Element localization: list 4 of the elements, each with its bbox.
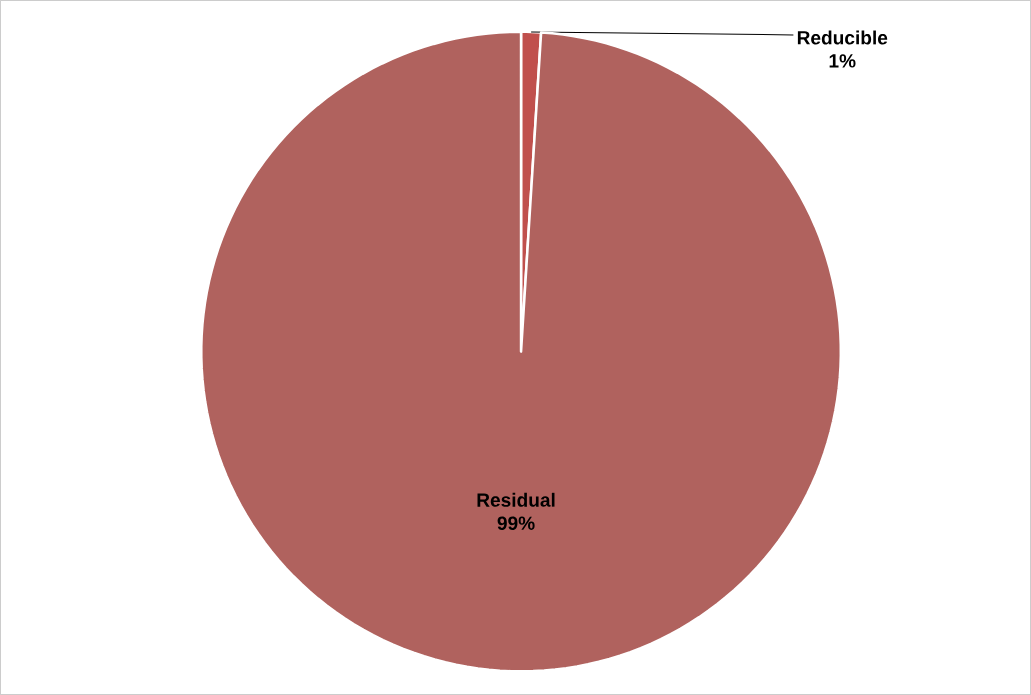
slice-label: Residual <box>477 492 555 507</box>
data-label: 99% <box>497 516 535 530</box>
slice-label: Reducible <box>797 30 888 45</box>
data-label: 1% <box>829 54 856 68</box>
